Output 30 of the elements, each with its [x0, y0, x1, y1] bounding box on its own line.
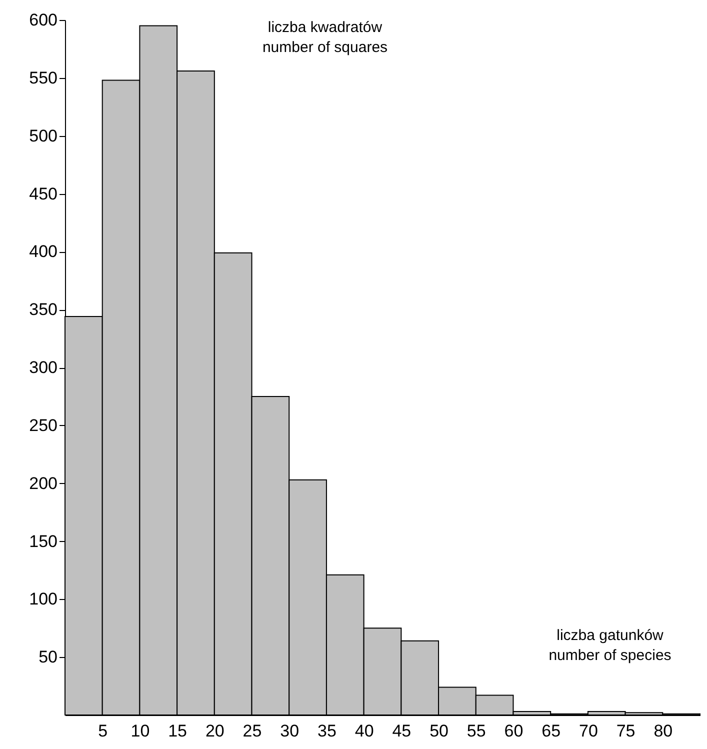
y-tick-label: 550 [29, 68, 58, 88]
x-tick-label: 40 [354, 722, 374, 740]
x-tick-label: 65 [542, 722, 561, 740]
y-tick-label: 150 [29, 532, 58, 551]
x-tick-label: 35 [318, 722, 336, 740]
y-tick-label: 300 [29, 358, 58, 377]
y-tick-label: 200 [29, 474, 58, 493]
x-tick-label: 10 [130, 722, 150, 740]
x-tick-label: 55 [466, 722, 486, 740]
x-tick-label: 30 [280, 722, 300, 740]
y-axis-title: liczba kwadratów number of squares [262, 19, 388, 56]
x-tick-label: 45 [392, 722, 412, 740]
y-tick-label: 500 [29, 126, 58, 146]
y-tick-label: 50 [38, 648, 58, 667]
x-tick-label: 70 [578, 722, 598, 740]
x-tick-label: 60 [504, 722, 524, 740]
x-tick-label: 75 [616, 722, 636, 740]
y-tick-label: 450 [29, 184, 58, 204]
y-tick-label: 250 [29, 416, 58, 435]
x-tick-label: 15 [168, 722, 188, 740]
y-tick-label: 600 [29, 10, 58, 30]
y-tick-label: 100 [29, 590, 58, 609]
x-tick-label: 25 [242, 722, 262, 740]
x-tick-label: 5 [98, 722, 108, 740]
x-tick-label: 20 [205, 722, 224, 740]
y-tick-label: 350 [29, 300, 58, 320]
x-tick-label: 50 [430, 722, 448, 740]
x-axis-title: liczba gatunków number of species [548, 627, 672, 664]
y-tick-label: 400 [29, 242, 58, 262]
x-tick-label: 80 [654, 722, 673, 740]
